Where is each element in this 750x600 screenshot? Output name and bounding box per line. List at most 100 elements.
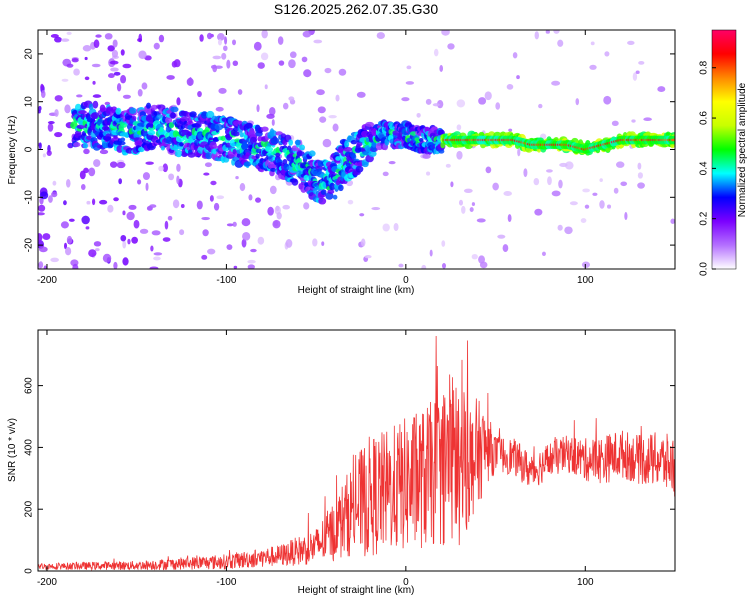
spectral-cell <box>122 63 132 69</box>
spectral-cell <box>320 189 327 195</box>
spectral-cell <box>604 51 610 57</box>
colorbar-tick-label: 0.8 <box>699 60 710 74</box>
spectral-cell <box>319 116 327 123</box>
snr-frame <box>37 329 676 572</box>
spectral-cell <box>376 32 386 39</box>
spectral-cell <box>267 206 274 216</box>
spectral-cell <box>60 38 70 42</box>
spectral-cell <box>176 175 180 185</box>
spectral-cell <box>241 218 251 227</box>
spectral-cell <box>291 178 299 186</box>
spectral-cell <box>503 190 512 196</box>
spectral-cell <box>242 232 251 241</box>
spectral-cell <box>253 41 262 51</box>
spectral-cell <box>122 94 131 99</box>
spectral-cell <box>205 152 213 160</box>
spectral-cell <box>257 236 265 245</box>
spectral-cell <box>147 126 155 131</box>
spectral-cell <box>421 264 427 269</box>
spectral-cell <box>512 52 518 59</box>
spectral-cell <box>471 253 478 260</box>
spectral-cell <box>102 253 112 263</box>
spectral-cell <box>224 36 228 45</box>
spectral-cell <box>406 65 412 70</box>
spectral-cell <box>461 205 466 214</box>
spectral-cell <box>226 244 233 251</box>
spectral-cell <box>564 161 574 170</box>
spectral-cell <box>116 145 124 153</box>
spectral-cell <box>118 178 123 185</box>
spectral-cell <box>592 192 598 196</box>
spectral-cell <box>371 141 377 148</box>
spectral-cell <box>116 83 122 92</box>
spectral-cell <box>203 172 210 176</box>
spectral-cell <box>433 48 439 57</box>
spectral-cell <box>302 30 312 38</box>
spectral-cell <box>82 45 92 52</box>
spectral-cell <box>50 33 59 38</box>
spectral-cell <box>218 87 227 94</box>
spectral-cell <box>104 33 113 40</box>
spectral-cell <box>564 226 573 235</box>
spectral-cell <box>313 39 323 44</box>
spectral-cell <box>151 230 161 236</box>
spectral-cell <box>289 51 297 59</box>
spectral-cell <box>88 249 97 258</box>
spectral-cell <box>187 152 196 158</box>
spectral-cell <box>273 220 279 227</box>
spectral-cell <box>627 40 635 45</box>
spectral-cell <box>534 31 539 40</box>
spectral-cell <box>266 113 275 119</box>
spectral-cell <box>557 224 563 231</box>
spectral-cell <box>426 171 431 176</box>
spectral-cell <box>115 107 122 115</box>
spectral-cell <box>66 235 73 244</box>
spectral-cell <box>523 168 528 178</box>
x-tick-label: 100 <box>577 275 594 286</box>
spectral-cell <box>170 112 176 119</box>
spectral-cell <box>179 142 184 147</box>
spectral-cell <box>63 242 68 250</box>
spectral-cell <box>73 68 80 76</box>
spectral-cell <box>620 181 628 187</box>
spectral-cell <box>538 103 543 109</box>
spectral-cell <box>204 162 212 168</box>
spectral-cell <box>291 145 299 152</box>
spectral-cell <box>221 52 227 60</box>
spectral-cell <box>351 153 357 160</box>
colorbar-tick-label: 0.4 <box>699 161 710 175</box>
y-tick-label: 600 <box>24 377 35 394</box>
spectral-cell <box>275 131 283 136</box>
y-tick-label: 200 <box>24 500 35 517</box>
spectral-cell <box>260 52 269 61</box>
spectral-cell <box>39 191 49 200</box>
spectral-cell <box>670 218 675 224</box>
spectral-cell <box>110 67 119 72</box>
spectral-cell <box>275 205 280 211</box>
spectral-cell <box>469 207 474 212</box>
spectral-cell <box>335 156 341 161</box>
spectral-cell <box>332 194 338 200</box>
spectral-cell <box>150 245 154 252</box>
spectral-cell <box>269 130 278 137</box>
spectral-cell <box>201 254 208 260</box>
spectral-cell <box>122 210 126 216</box>
spectral-cell <box>120 137 126 142</box>
spectral-cell <box>359 213 365 217</box>
spectral-cell <box>546 169 553 173</box>
spectral-cell <box>134 140 143 147</box>
spectral-cell <box>149 123 154 128</box>
spectral-cell <box>492 182 499 191</box>
spectral-cell <box>590 41 595 46</box>
spectral-cell <box>312 238 318 247</box>
spectral-cell <box>188 77 193 86</box>
spectral-cell <box>73 142 81 148</box>
spectral-cell <box>42 233 51 241</box>
spectral-cell <box>46 150 52 156</box>
spectral-cell <box>248 194 253 201</box>
spectral-cell <box>212 64 218 73</box>
spectral-cell <box>138 50 147 59</box>
spectral-cell <box>113 261 118 269</box>
spectral-cell <box>534 208 543 216</box>
colorbar-bar <box>711 29 737 270</box>
